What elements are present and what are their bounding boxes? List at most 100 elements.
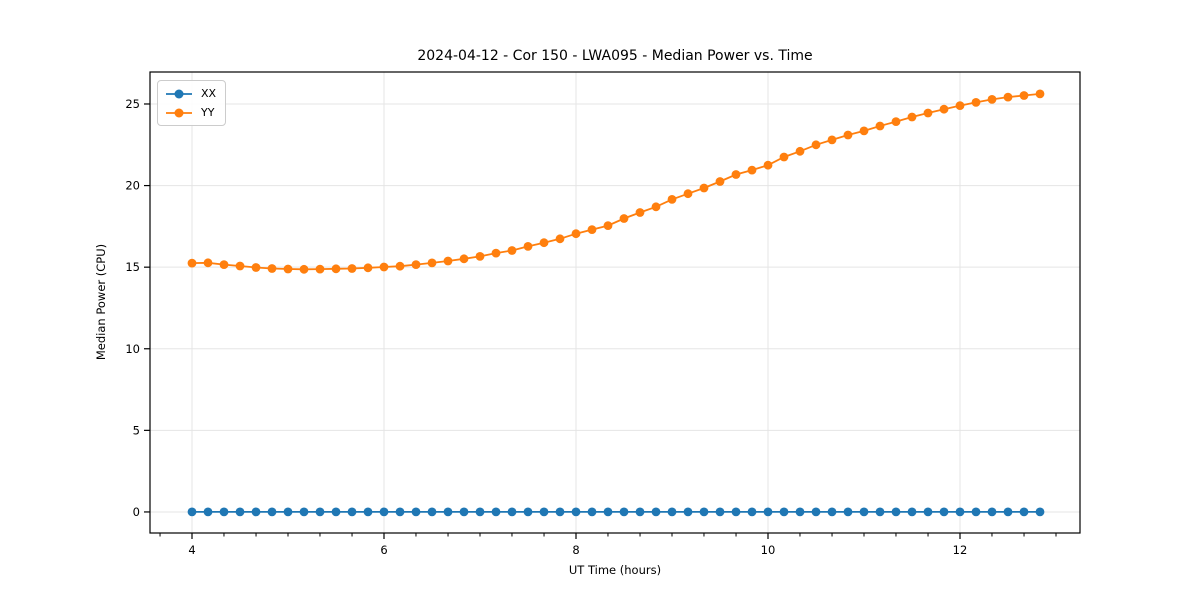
- data-point-yy: [523, 242, 533, 251]
- data-point-yy: [699, 183, 709, 193]
- data-point-xx: [731, 507, 741, 517]
- x-tick-label: 8: [572, 543, 579, 557]
- data-point-xx: [923, 507, 933, 517]
- data-point-xx: [715, 507, 725, 517]
- chart-title: 2024-04-12 - Cor 150 - LWA095 - Median P…: [417, 48, 813, 64]
- data-point-xx: [299, 507, 309, 517]
- data-point-xx: [955, 507, 965, 517]
- legend-line-marker-icon: [166, 108, 192, 117]
- data-point-xx: [187, 507, 197, 517]
- data-point-yy: [443, 256, 453, 266]
- data-point-yy: [795, 146, 805, 156]
- data-point-xx: [1003, 507, 1013, 517]
- data-point-xx: [427, 507, 437, 517]
- legend-entry-yy: YY: [165, 105, 216, 120]
- data-point-xx: [1035, 507, 1045, 517]
- data-point-xx: [459, 507, 469, 517]
- data-point-yy: [219, 260, 229, 269]
- data-point-yy: [203, 258, 213, 268]
- data-point-yy: [251, 263, 261, 272]
- data-point-yy: [827, 135, 837, 145]
- data-point-yy: [539, 238, 549, 248]
- data-point-xx: [763, 507, 773, 517]
- x-tick-label: 4: [188, 543, 195, 557]
- data-point-yy: [747, 165, 757, 175]
- data-point-yy: [779, 152, 789, 162]
- y-tick-label: 20: [125, 179, 140, 193]
- data-point-yy: [187, 258, 197, 268]
- data-point-yy: [571, 229, 581, 239]
- data-point-yy: [731, 170, 741, 179]
- data-point-xx: [443, 507, 453, 517]
- data-point-yy: [635, 208, 645, 217]
- x-tick-label: 10: [761, 543, 776, 557]
- data-point-yy: [907, 112, 917, 122]
- data-point-xx: [939, 507, 949, 517]
- data-point-xx: [683, 507, 693, 517]
- data-point-yy: [587, 225, 597, 235]
- data-point-xx: [235, 507, 245, 517]
- legend: XX YY: [157, 80, 227, 126]
- data-point-yy: [459, 254, 469, 264]
- x-tick-label: 12: [953, 543, 968, 557]
- data-point-xx: [1019, 507, 1029, 517]
- data-point-yy: [811, 140, 821, 150]
- data-point-yy: [411, 260, 421, 269]
- data-point-yy: [395, 261, 405, 271]
- y-tick-label: 0: [133, 505, 140, 519]
- data-point-xx: [571, 507, 581, 517]
- data-point-yy: [923, 108, 933, 118]
- data-point-xx: [539, 507, 549, 517]
- data-point-xx: [507, 507, 517, 517]
- data-point-yy: [1035, 89, 1045, 99]
- data-point-yy: [651, 202, 661, 212]
- data-point-yy: [875, 121, 885, 131]
- data-point-yy: [971, 98, 981, 107]
- data-point-yy: [555, 234, 565, 244]
- data-point-xx: [875, 507, 885, 517]
- data-point-xx: [523, 507, 533, 517]
- legend-label-yy: YY: [201, 106, 215, 119]
- data-point-yy: [603, 221, 613, 231]
- data-point-yy: [347, 264, 357, 273]
- data-point-xx: [315, 507, 325, 517]
- data-point-xx: [347, 507, 357, 517]
- data-point-xx: [555, 507, 565, 517]
- data-point-yy: [891, 117, 901, 126]
- data-point-yy: [235, 261, 245, 271]
- axes-spines: [149, 71, 1081, 534]
- data-point-yy: [1019, 91, 1029, 100]
- data-point-yy: [283, 264, 293, 274]
- y-tick-label: 5: [133, 423, 140, 437]
- data-point-xx: [811, 507, 821, 517]
- data-point-xx: [475, 507, 485, 517]
- y-tick-label: 10: [125, 342, 140, 356]
- data-point-yy: [299, 264, 309, 274]
- data-point-xx: [843, 507, 853, 517]
- data-point-xx: [363, 507, 373, 517]
- data-point-xx: [651, 507, 661, 517]
- data-point-yy: [331, 264, 341, 274]
- data-point-yy: [859, 126, 869, 136]
- data-point-xx: [779, 507, 789, 517]
- data-point-yy: [491, 248, 501, 258]
- data-point-xx: [603, 507, 613, 517]
- data-point-yy: [507, 246, 517, 255]
- data-point-xx: [379, 507, 389, 517]
- data-point-xx: [331, 507, 341, 517]
- data-point-xx: [891, 507, 901, 517]
- data-point-xx: [395, 507, 405, 517]
- data-point-xx: [203, 507, 213, 517]
- data-point-yy: [715, 177, 725, 186]
- data-point-xx: [283, 507, 293, 517]
- data-point-yy: [683, 189, 693, 199]
- data-point-xx: [219, 507, 229, 517]
- data-point-yy: [427, 258, 437, 268]
- y-tick-label: 25: [125, 97, 140, 111]
- data-point-xx: [619, 507, 629, 517]
- data-point-xx: [251, 507, 261, 517]
- data-point-yy: [363, 263, 373, 273]
- data-point-yy: [475, 252, 485, 261]
